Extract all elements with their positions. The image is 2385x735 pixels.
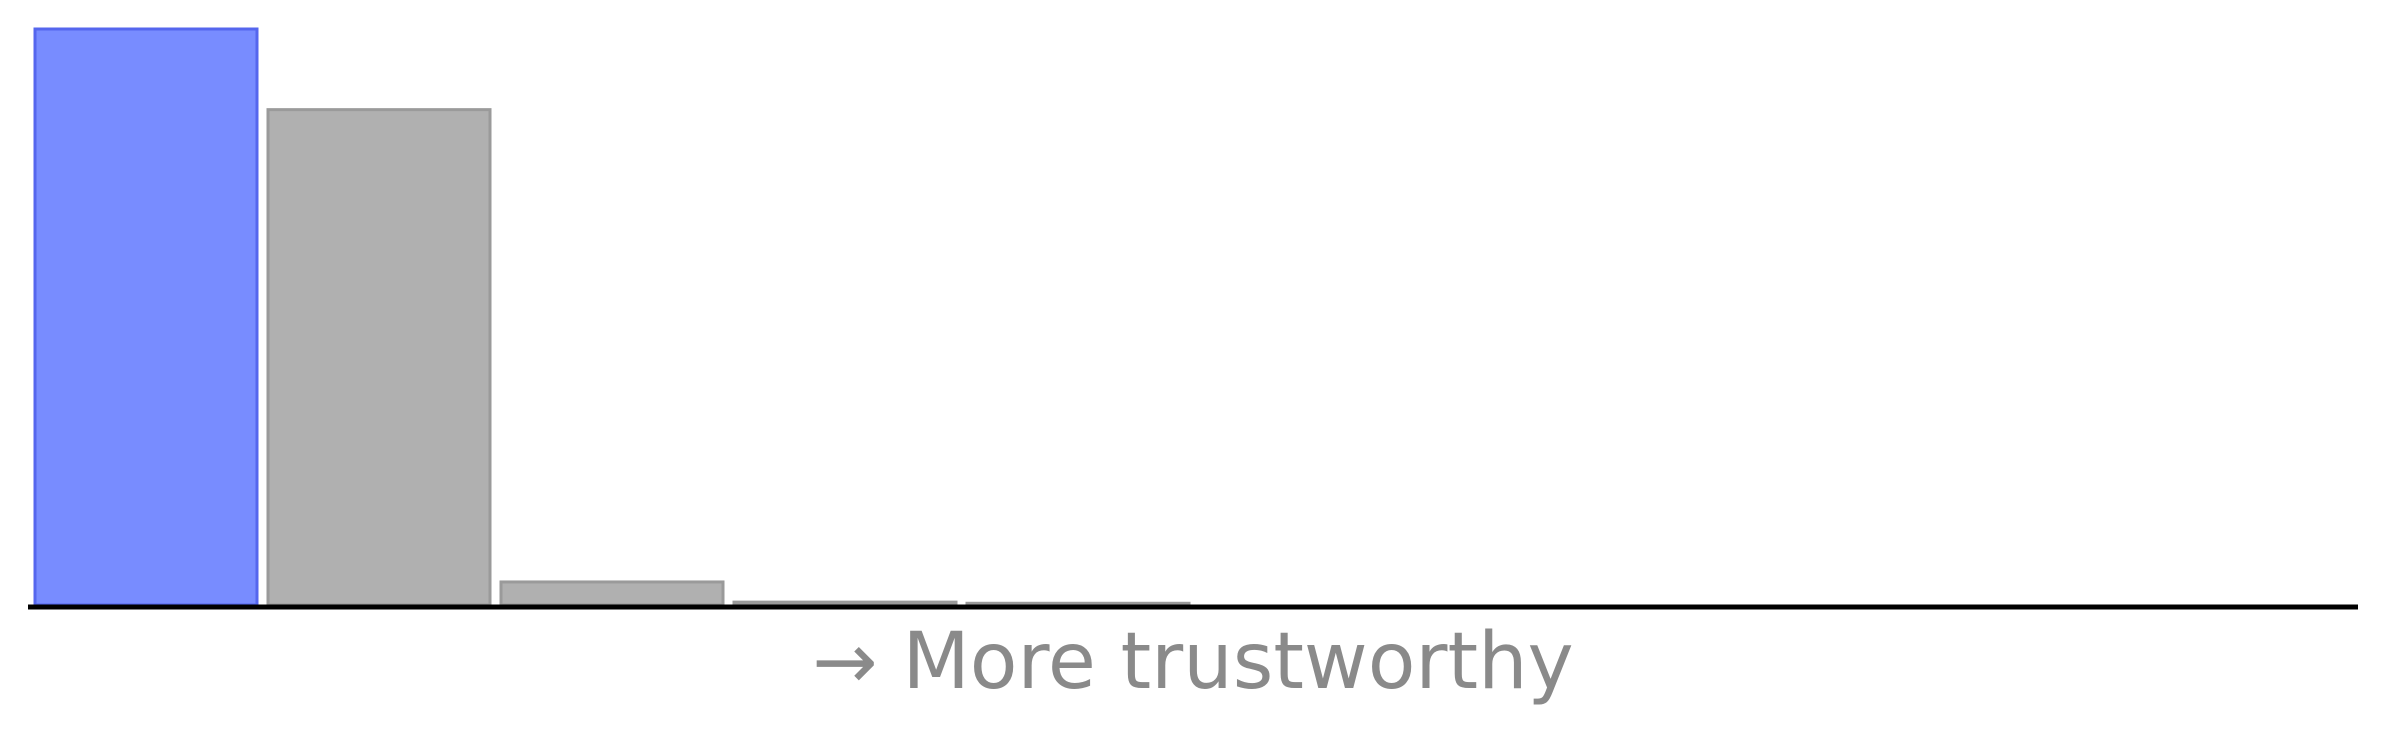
x-axis-label: → More trustworthy [812, 617, 1573, 707]
bar-highlighted [33, 27, 259, 607]
bar [499, 580, 725, 607]
bar [266, 108, 492, 607]
bars-group [33, 27, 1191, 607]
